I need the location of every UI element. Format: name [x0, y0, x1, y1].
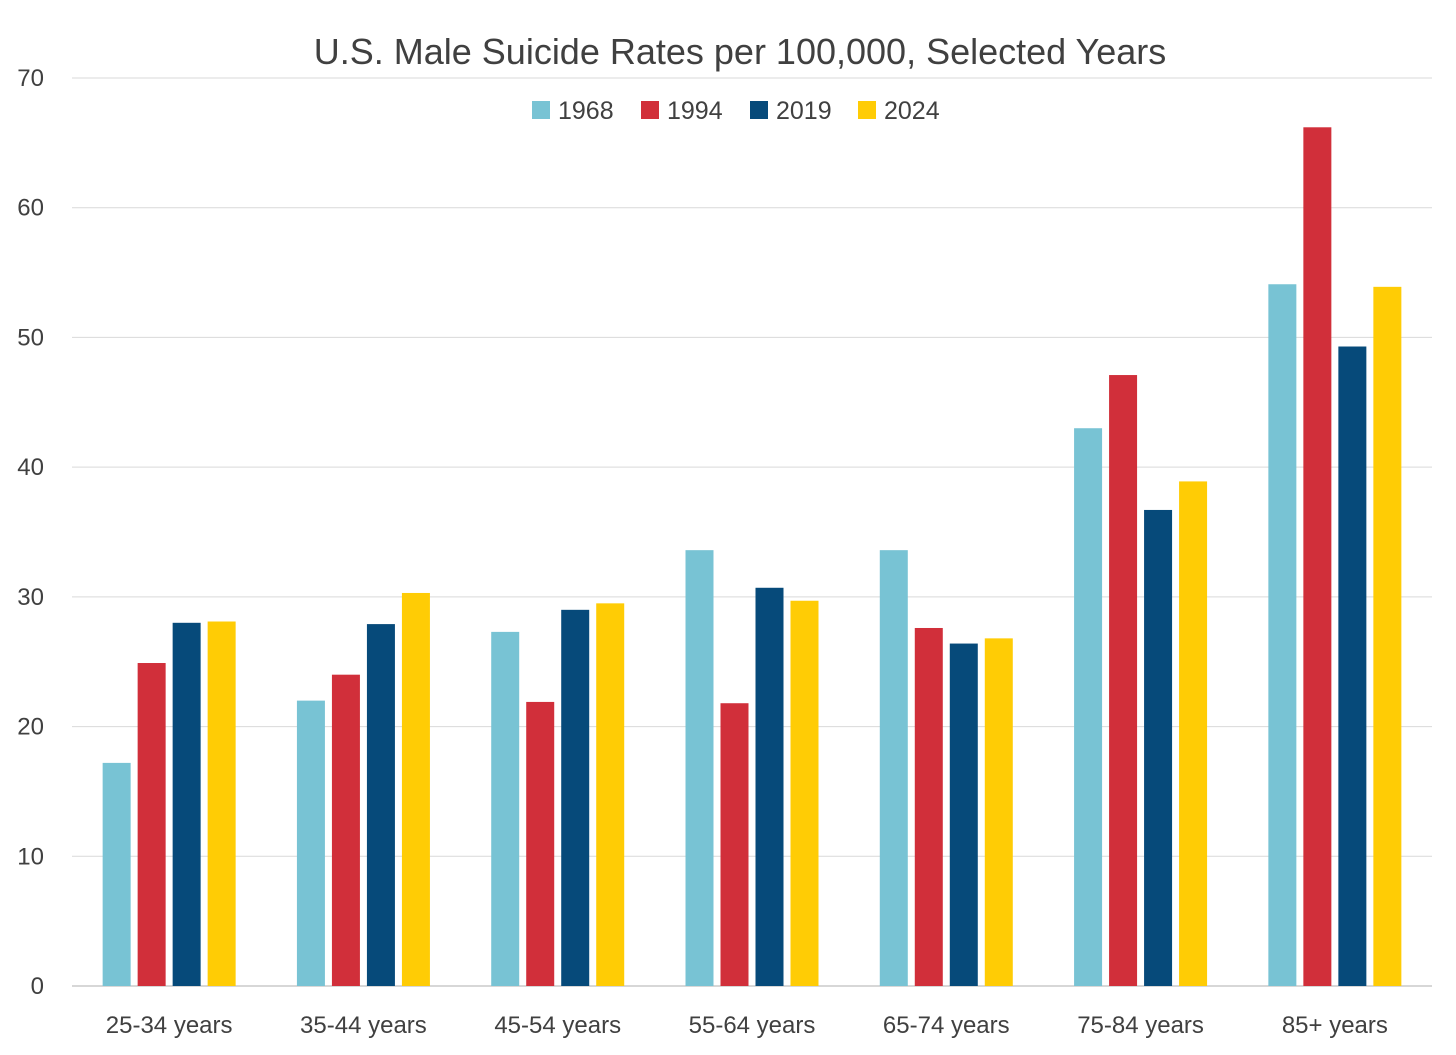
gridlines — [72, 77, 1432, 987]
y-tick-label: 30 — [17, 584, 44, 611]
bar-2019-45-54-years — [561, 609, 590, 986]
bar-2019-35-44-years — [366, 624, 395, 986]
bar-2019-85-years — [1338, 346, 1367, 987]
y-tick-label: 20 — [17, 714, 44, 741]
legend-swatch — [750, 101, 768, 119]
bar-1968-55-64-years — [685, 550, 714, 986]
legend-item-1968: 1968 — [532, 97, 614, 125]
y-tick-label: 70 — [17, 65, 44, 92]
legend-label: 2024 — [884, 97, 940, 125]
y-tick-label: 0 — [31, 973, 44, 1000]
x-tick-label: 75-84 years — [1077, 1012, 1204, 1039]
bar-2024-25-34-years — [207, 621, 236, 986]
bars — [102, 127, 1402, 987]
bar-2024-45-54-years — [596, 603, 625, 986]
x-tick-label: 45-54 years — [494, 1012, 621, 1039]
bar-2024-65-74-years — [984, 638, 1013, 986]
bar-2019-75-84-years — [1144, 509, 1173, 986]
bar-2019-25-34-years — [172, 622, 201, 986]
bar-1968-85-years — [1268, 284, 1297, 986]
bar-1994-55-64-years — [720, 703, 749, 986]
x-axis-ticks: 25-34 years 35-44 years 45-54 years 55-64 y… — [106, 1012, 1388, 1039]
legend-swatch — [532, 101, 550, 119]
chart-title: U.S. Male Suicide Rates per 100,000, Sel… — [314, 31, 1167, 72]
y-axis-ticks: 0 10 20 30 40 50 60 70 — [17, 65, 44, 1000]
bar-1994-85-years — [1303, 127, 1332, 986]
x-tick-label: 25-34 years — [106, 1012, 233, 1039]
y-tick-label: 60 — [17, 195, 44, 222]
legend-label: 1968 — [558, 97, 614, 125]
x-tick-label: 35-44 years — [300, 1012, 427, 1039]
y-tick-label: 40 — [17, 454, 44, 481]
bar-2019-55-64-years — [755, 587, 784, 986]
bar-1994-75-84-years — [1109, 375, 1138, 986]
bar-2024-35-44-years — [401, 592, 430, 986]
bar-1968-45-54-years — [491, 631, 520, 986]
x-tick-label: 65-74 years — [883, 1012, 1010, 1039]
legend-swatch — [641, 101, 659, 119]
y-tick-label: 10 — [17, 843, 44, 870]
bar-2024-85-years — [1373, 286, 1402, 987]
legend: 1968 1994 2019 2024 — [532, 97, 940, 125]
bar-1968-75-84-years — [1074, 428, 1103, 986]
bar-1994-65-74-years — [914, 627, 943, 986]
bar-1968-35-44-years — [296, 700, 325, 986]
legend-label: 1994 — [667, 97, 723, 125]
bar-2024-75-84-years — [1179, 481, 1208, 986]
legend-item-2019: 2019 — [750, 97, 832, 125]
bar-1994-45-54-years — [526, 701, 555, 986]
bar-2024-55-64-years — [790, 600, 819, 986]
x-tick-label: 55-64 years — [689, 1012, 816, 1039]
bar-1994-35-44-years — [331, 674, 360, 986]
y-tick-label: 50 — [17, 324, 44, 351]
legend-item-1994: 1994 — [641, 97, 723, 125]
legend-swatch — [858, 101, 876, 119]
bar-1968-65-74-years — [879, 550, 908, 986]
bar-1968-25-34-years — [102, 762, 131, 986]
bar-1994-25-34-years — [137, 663, 166, 986]
legend-label: 2019 — [776, 97, 832, 125]
bar-2019-65-74-years — [949, 643, 978, 986]
legend-item-2024: 2024 — [858, 97, 940, 125]
x-tick-label: 85+ years — [1282, 1012, 1388, 1039]
